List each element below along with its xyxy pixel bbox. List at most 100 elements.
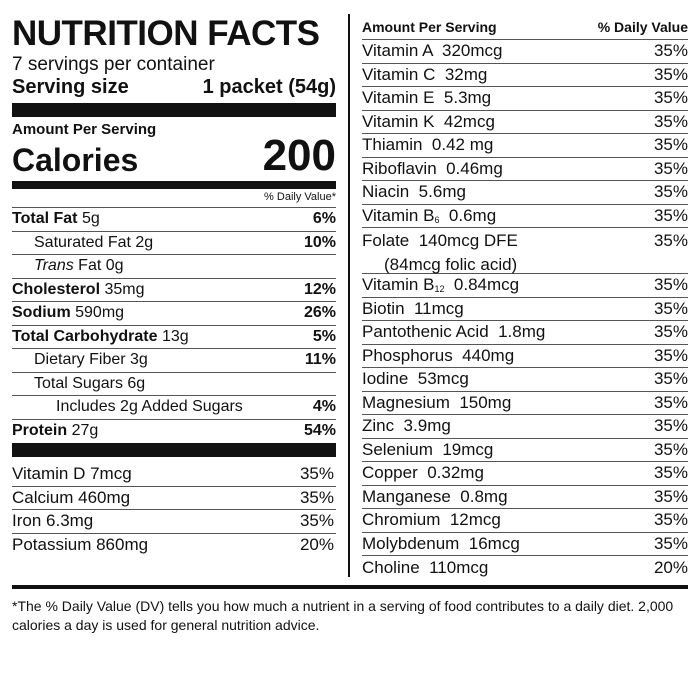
vitamin-label-text: Molybdenum 16mcg: [362, 533, 520, 553]
vitamin-label-text: Magnesium 150mg: [362, 392, 512, 412]
vitamin-dv: 35%: [653, 205, 688, 225]
footer-divider: [12, 585, 688, 589]
vitamin-label: Pantothenic Acid 1.8mg: [362, 322, 545, 342]
vitamin-dv: 35%: [653, 439, 688, 459]
vitamin-row: Thiamin 0.42 mg 35%: [362, 134, 688, 158]
vitamin-dv: 35%: [653, 135, 688, 155]
vitamin-row: Copper 0.32mg 35%: [362, 462, 688, 486]
vitamin-label: Molybdenum 16mcg: [362, 534, 520, 554]
vitamin-dv: 35%: [299, 511, 334, 531]
vitamin-row: Iodine 53mcg 35%: [362, 368, 688, 392]
nutrient-row-dietary-fiber: Dietary Fiber 3g 11%: [12, 349, 336, 373]
nutrient-name: Sodium: [12, 304, 71, 322]
thick-divider: [12, 443, 336, 457]
vitamin-dv: 35%: [653, 510, 688, 530]
vitamin-label: Iodine 53mcg: [362, 369, 469, 389]
nutrient-name-rest: Fat: [78, 257, 102, 275]
serving-size-label: Serving size: [12, 76, 129, 98]
footnote: *The % Daily Value (DV) tells you how mu…: [12, 598, 674, 633]
vitamin-row: Selenium 19mcg 35%: [362, 439, 688, 462]
vitamin-label-text: Pantothenic Acid 1.8mg: [362, 322, 546, 342]
nutrient-row-sodium: Sodium 590mg 26%: [12, 302, 336, 326]
vitamin-label: Manganese 0.8mg: [362, 487, 508, 507]
vitamin-label: Iron 6.3mg: [12, 511, 94, 531]
vitamin-label: Vitamin B6 0.6mg: [362, 206, 496, 226]
nutrient-name: Includes 2g Added Sugars: [56, 398, 243, 416]
nutrient-name: Total Sugars: [34, 374, 123, 392]
column-divider: [348, 14, 350, 577]
vitamin-label-text: Selenium 19mcg: [362, 439, 494, 459]
nutrition-label-right: Amount Per Serving % Daily Value Vitamin…: [362, 14, 688, 580]
vitamin-label-text: Thiamin 0.42 mg: [362, 135, 494, 155]
vitamin-label: Folate 140mcg DFE (84mcg folic acid): [362, 231, 518, 275]
nutrient-row-protein: Protein 27g 54%: [12, 420, 336, 444]
vitamin-label: Biotin 11mcg: [362, 299, 464, 319]
nutrient-dv: 4%: [312, 398, 336, 416]
vitamin-dv: 35%: [299, 487, 334, 507]
left-vitamin-list: Vitamin D 7mcg 35% Calcium 460mg 35% Iro…: [12, 463, 336, 557]
nutrient-amount: 0g: [105, 257, 124, 275]
nutrient-amount: 6g: [127, 374, 146, 392]
vitamin-row: Magnesium 150mg 35%: [362, 392, 688, 415]
nutrient-dv: 5%: [312, 327, 336, 345]
serving-size-value: 1 packet (54g): [202, 76, 336, 98]
vitamin-label-text: Choline 110mcg: [362, 557, 489, 577]
vitamin-row: Vitamin A 320mcg 35%: [362, 40, 688, 64]
nutrient-dv: 11%: [304, 351, 336, 369]
nutrient-name: Protein: [12, 422, 68, 440]
nutrient-row-total-carbohydrate: Total Carbohydrate 13g 5%: [12, 326, 336, 349]
vitamin-row: Folate 140mcg DFE (84mcg folic acid) 35%: [362, 228, 688, 274]
vitamin-amount: 0.6mg: [439, 205, 497, 225]
nutrient-dv: 26%: [303, 304, 336, 322]
right-header: Amount Per Serving % Daily Value: [362, 14, 688, 40]
vitamin-label-text: Biotin 11mcg: [362, 298, 464, 318]
vitamin-dv: 35%: [653, 369, 688, 389]
vitamin-row: Iron 6.3mg 35%: [12, 510, 336, 534]
nutrient-name: Total Carbohydrate: [12, 327, 158, 345]
vitamin-row: Vitamin B6 0.6mg 35%: [362, 205, 688, 228]
vitamin-label: Choline 110mcg: [362, 558, 488, 578]
vitamin-label: Phosphorus 440mg: [362, 346, 514, 366]
vitamin-dv: 35%: [653, 463, 688, 483]
vitamin-row: Manganese 0.8mg 35%: [362, 486, 688, 509]
vitamin-dv: 35%: [653, 158, 688, 178]
nutrient-dv: 6%: [312, 210, 336, 228]
nutrient-name: Cholesterol: [12, 280, 101, 298]
nutrient-dv: 12%: [303, 280, 336, 298]
vitamin-label: Vitamin C 32mg: [362, 65, 487, 85]
vitamin-label: Thiamin 0.42 mg: [362, 135, 493, 155]
vitamin-row: Chromium 12mcg 35%: [362, 509, 688, 533]
vitamin-row: Pantothenic Acid 1.8mg 35%: [362, 321, 688, 345]
vitamin-label-text: Vitamin C 32mg: [362, 64, 488, 84]
vitamin-row: Niacin 5.6mg 35%: [362, 181, 688, 205]
vitamin-row: Vitamin B12 0.84mcg 35%: [362, 274, 688, 298]
nutrient-name: Saturated Fat: [34, 233, 131, 251]
nutrient-amount: 2g: [135, 233, 154, 251]
vitamin-row: Potassium 860mg 20%: [12, 534, 336, 558]
nutrient-amount: 590mg: [75, 304, 125, 322]
vitamin-dv: 20%: [299, 535, 334, 555]
label-title: NUTRITION FACTS: [12, 14, 320, 53]
vitamin-label: Vitamin B12 0.84mcg: [362, 275, 519, 295]
nutrient-amount: 13g: [161, 327, 189, 345]
right-daily-value-header: % Daily Value: [597, 18, 688, 35]
nutrient-name: Trans: [34, 257, 74, 275]
vitamin-label: Vitamin E 5.3mg: [362, 88, 491, 108]
calories-value: 200: [262, 131, 336, 180]
vitamin-label-text: Manganese 0.8mg: [362, 486, 508, 506]
vitamin-dv: 35%: [653, 231, 688, 250]
vitamin-dv: 35%: [653, 322, 688, 342]
nutrient-row-trans-fat: Trans Fat 0g: [12, 255, 336, 279]
vitamin-label-text: Zinc 3.9mg: [362, 416, 451, 436]
right-vitamin-list: Vitamin A 320mcg 35% Vitamin C 32mg 35% Vita…: [362, 40, 688, 580]
vitamin-label-text: Iodine 53mcg: [362, 369, 469, 389]
vitamin-dv: 35%: [653, 111, 688, 131]
vitamin-label-text: Vitamin A 320mcg: [362, 41, 503, 61]
vitamin-row: Vitamin E 5.3mg 35%: [362, 87, 688, 111]
vitamin-label: Riboflavin 0.46mg: [362, 159, 503, 179]
nutrient-name: Dietary Fiber: [34, 351, 126, 369]
vitamin-label: Potassium 860mg: [12, 535, 149, 555]
medium-divider: [12, 181, 336, 189]
vitamin-label: Vitamin K 42mcg: [362, 112, 495, 132]
nutrient-amount: 5g: [81, 210, 100, 228]
